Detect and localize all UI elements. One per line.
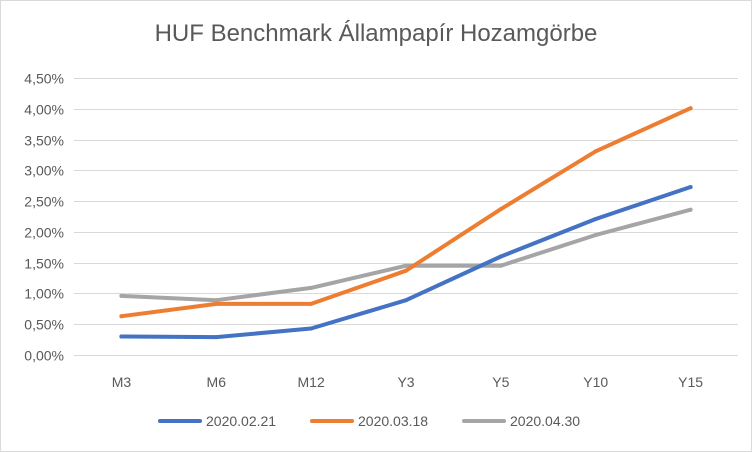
x-tick-label: M12 — [298, 374, 325, 390]
data-point — [498, 263, 503, 268]
series-line — [119, 185, 693, 340]
y-tick-label: 2,50% — [24, 194, 64, 210]
y-tick-label: 4,00% — [24, 102, 64, 118]
y-axis-ticks: 0,00% 0,50% 1,00% 1,50% 2,00% 2,50% 3,00% 3,50%… — [24, 71, 64, 364]
y-tick-label: 1,00% — [24, 286, 64, 302]
data-point — [593, 217, 598, 221]
gridlines — [74, 78, 738, 356]
y-tick-label: 1,50% — [24, 256, 64, 272]
y-tick-label: 4,50% — [24, 71, 64, 87]
legend-label: 2020.04.30 — [510, 413, 580, 429]
data-point — [404, 268, 408, 273]
data-point — [404, 298, 408, 303]
y-tick-label: 0,50% — [24, 317, 64, 333]
y-tick-label: 3,50% — [24, 133, 64, 149]
x-axis-ticks: M3 M6 M12 Y3 Y5 Y10 Y15 — [112, 374, 704, 390]
x-tick-label: Y15 — [678, 374, 703, 390]
data-point — [119, 314, 124, 319]
series-line — [119, 106, 693, 319]
data-point — [119, 293, 124, 298]
chart-title: HUF Benchmark Állampapír Hozamgörbe — [154, 20, 598, 47]
x-tick-label: M6 — [207, 374, 227, 390]
data-point — [688, 106, 693, 111]
x-tick-label: M3 — [112, 374, 132, 390]
data-point — [498, 207, 503, 212]
data-point — [593, 149, 598, 154]
legend: 2020.02.21 2020.03.18 2020.04.30 — [158, 413, 580, 429]
data-point — [309, 285, 314, 290]
data-point — [498, 254, 503, 259]
x-tick-label: Y3 — [397, 374, 414, 390]
data-point — [688, 207, 693, 212]
data-point — [119, 334, 124, 339]
data-point — [309, 326, 314, 331]
data-point — [593, 233, 598, 237]
data-point — [214, 301, 219, 306]
data-point — [214, 298, 219, 303]
series-line — [119, 207, 693, 303]
y-tick-label: 3,00% — [24, 163, 64, 179]
data-point — [404, 263, 408, 268]
y-tick-label: 2,00% — [24, 225, 64, 241]
legend-label: 2020.03.18 — [358, 413, 428, 429]
x-tick-label: Y10 — [583, 374, 608, 390]
data-point — [309, 301, 314, 306]
data-point — [214, 335, 219, 340]
y-tick-label: 0,00% — [24, 348, 64, 364]
x-tick-label: Y5 — [492, 374, 509, 390]
data-point — [688, 185, 693, 189]
series-lines — [119, 106, 693, 340]
legend-label: 2020.02.21 — [206, 413, 276, 429]
